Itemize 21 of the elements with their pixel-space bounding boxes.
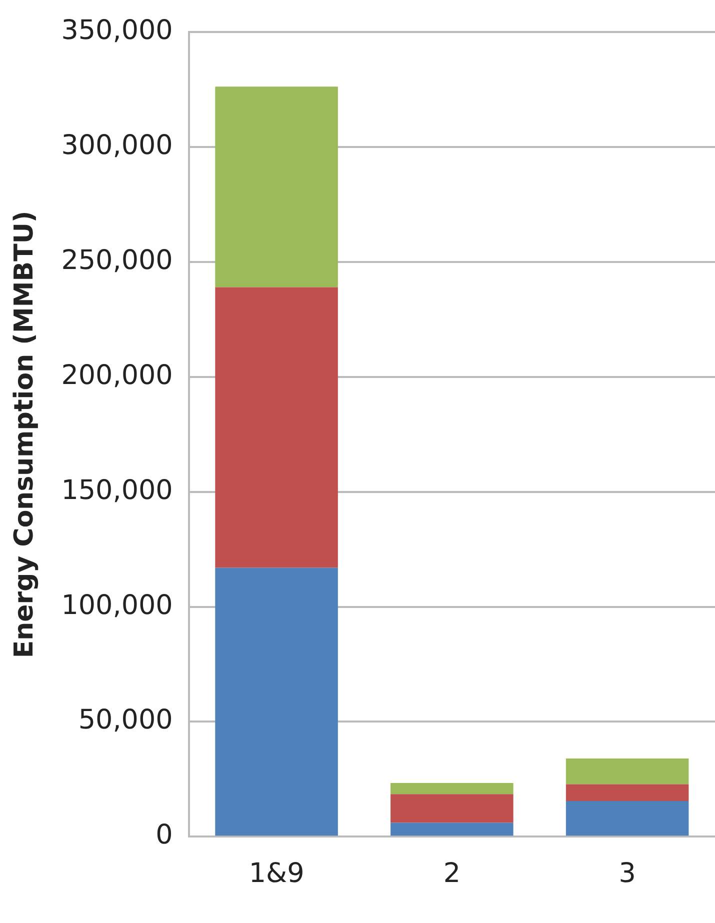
y-tick-label: 150,000: [61, 474, 173, 506]
x-tick-label: 1&9: [248, 858, 304, 889]
bar: [390, 822, 514, 836]
y-tick-label: 50,000: [78, 704, 173, 736]
bar: [566, 784, 689, 801]
bar: [390, 783, 514, 794]
y-tick-label: 0: [156, 820, 173, 851]
bar: [390, 794, 514, 823]
y-tick-label: 200,000: [61, 360, 173, 391]
x-tick-label: 2: [443, 858, 461, 889]
y-tick-label: 300,000: [61, 130, 173, 162]
bar: [566, 800, 689, 836]
bar: [215, 568, 338, 836]
y-axis-title: Energy Consumption (MMBTU): [9, 210, 40, 658]
y-tick-label: 100,000: [61, 590, 173, 621]
x-tick-label: 3: [618, 858, 636, 889]
y-tick-label: 350,000: [61, 15, 173, 46]
bar: [215, 86, 338, 288]
bar: [215, 287, 338, 568]
y-tick-label: 250,000: [61, 245, 173, 276]
bar: [566, 758, 689, 784]
